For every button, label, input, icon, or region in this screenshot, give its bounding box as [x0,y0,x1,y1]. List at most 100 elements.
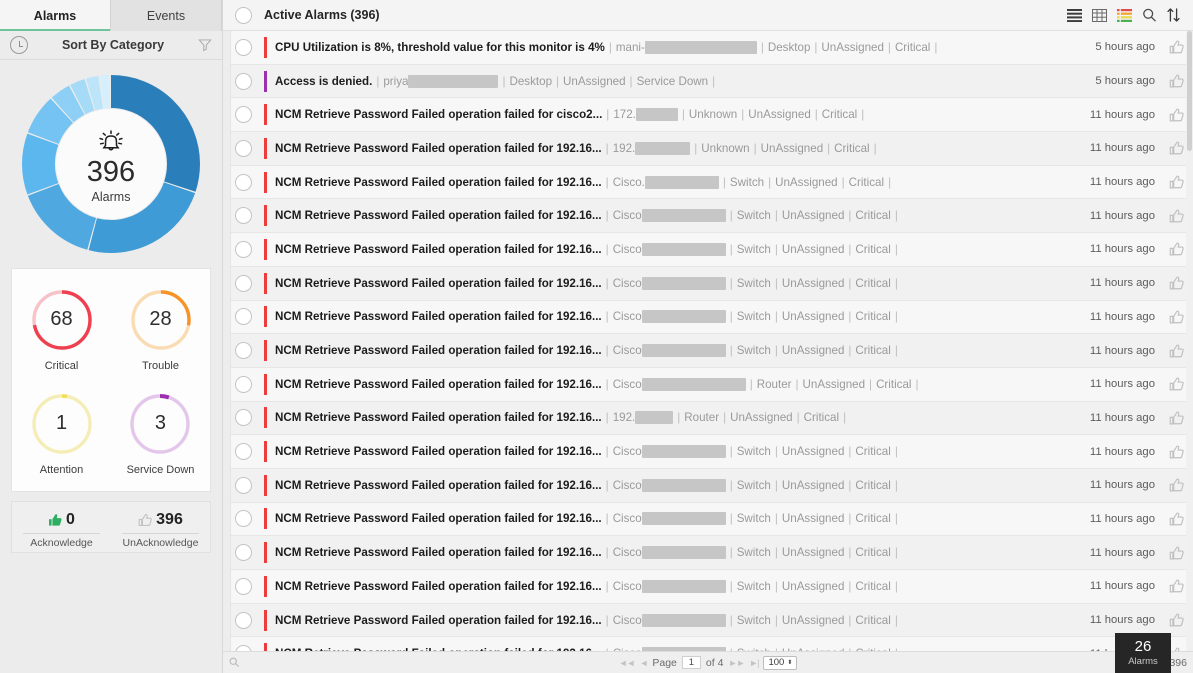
clock-icon[interactable] [10,36,28,54]
thumbs-up-outline-icon[interactable] [1169,477,1185,493]
thumbs-up-outline-icon[interactable] [1169,309,1185,325]
thumbs-up-outline-icon[interactable] [1169,511,1185,527]
page-input[interactable]: 1 [681,656,701,669]
table-row[interactable]: CPU Utilization is 8%, threshold value f… [223,31,1193,65]
gauge-trouble[interactable]: 28 Trouble [128,287,194,372]
donut-segment-3[interactable] [22,75,200,253]
thumbs-up-outline-icon[interactable] [1169,174,1185,190]
last-page-icon[interactable]: ►| [749,657,759,668]
row-select-radio[interactable] [235,510,252,528]
thumbs-up-outline-icon[interactable] [1169,275,1185,291]
separator: | [869,377,873,391]
thumbs-up-outline-icon[interactable] [1169,208,1185,224]
table-row[interactable]: NCM Retrieve Password Failed operation f… [223,334,1193,368]
donut-segment-4[interactable] [21,75,200,253]
row-select-radio[interactable] [235,544,252,562]
funnel-icon[interactable] [198,38,212,52]
next-page-icon[interactable]: ►► [728,657,745,668]
prev-page-icon[interactable]: ◄ [639,657,648,668]
thumbs-up-outline-icon[interactable] [1169,39,1185,55]
unacknowledge-cell[interactable]: 396 UnAcknowledge [111,502,210,552]
donut-segment-8[interactable] [21,74,200,253]
donut-segment-6[interactable] [22,75,200,254]
thumbs-up-outline-icon[interactable] [1169,241,1185,257]
acknowledge-cell[interactable]: 0 Acknowledge [12,502,111,552]
table-row[interactable]: NCM Retrieve Password Failed operation f… [223,233,1193,267]
donut-segment-9[interactable] [22,75,200,253]
row-select-radio[interactable] [235,173,252,191]
row-select-radio[interactable] [235,106,252,124]
separator: | [605,310,609,324]
row-select-radio[interactable] [235,409,252,427]
donut-segment-1[interactable] [22,75,200,253]
color-list-view-icon[interactable] [1117,8,1132,22]
page-size-select[interactable]: 100 ⬍ [763,655,798,670]
table-row[interactable]: NCM Retrieve Password Failed operation f… [223,468,1193,503]
row-select-radio[interactable] [235,207,252,225]
scrollbar-thumb[interactable] [1187,31,1192,151]
separator: | [681,108,685,122]
table-row[interactable]: NCM Retrieve Password Failed operation f… [223,367,1193,402]
severity-label: Critical [821,108,858,122]
row-select-radio[interactable] [235,274,252,292]
table-row[interactable]: NCM Retrieve Password Failed operation f… [223,536,1193,570]
tab-alarms[interactable]: Alarms [0,0,111,31]
thumbs-up-outline-icon[interactable] [1169,410,1185,426]
donut-segment-5[interactable] [22,75,200,253]
tab-events[interactable]: Events [111,0,222,31]
table-row[interactable]: NCM Retrieve Password Failed operation f… [223,603,1193,638]
thumbs-up-outline-icon[interactable] [1169,545,1185,561]
table-row[interactable]: NCM Retrieve Password Failed operation f… [223,132,1193,166]
row-select-radio[interactable] [235,139,252,157]
row-select-radio[interactable] [235,240,252,258]
thumbs-up-outline-icon[interactable] [1169,140,1185,156]
table-row[interactable]: NCM Retrieve Password Failed operation f… [223,401,1193,436]
donut-segment-7[interactable] [22,75,200,253]
search-icon[interactable] [1142,8,1157,22]
alarm-time: 11 hours ago [1089,614,1155,627]
donut-segment-2[interactable] [22,75,200,253]
thumbs-up-outline-icon[interactable] [1169,612,1185,628]
table-row[interactable]: NCM Retrieve Password Failed operation f… [223,98,1193,133]
alarm-list[interactable]: CPU Utilization is 8%, threshold value f… [223,31,1193,651]
gauge-service-down[interactable]: 3 Service Down [127,391,194,476]
table-row[interactable]: NCM Retrieve Password Failed operation f… [223,300,1193,335]
row-select-radio[interactable] [235,308,252,326]
table-row[interactable]: NCM Retrieve Password Failed operation f… [223,199,1193,234]
gauge-attention[interactable]: 1 Attention [29,391,95,476]
list-view-icon[interactable] [1067,8,1082,22]
list-left-gutter [223,31,231,651]
table-row[interactable]: NCM Retrieve Password Failed operation f… [223,266,1193,301]
row-select-radio[interactable] [235,375,252,393]
table-row[interactable]: Access is denied. | priya | Desktop | UnAssign… [223,64,1193,99]
thumbs-up-outline-icon[interactable] [1169,73,1185,89]
select-all-radio[interactable] [235,6,252,24]
sort-icon[interactable] [1167,8,1180,22]
row-select-radio[interactable] [235,342,252,360]
table-row[interactable]: NCM Retrieve Password Failed operation f… [223,637,1193,651]
row-select-radio[interactable] [235,577,252,595]
thumbs-up-outline-icon[interactable] [1169,376,1185,392]
table-row[interactable]: NCM Retrieve Password Failed operation f… [223,435,1193,469]
thumbs-up-outline-icon[interactable] [1169,578,1185,594]
thumbs-up-outline-icon[interactable] [1169,444,1185,460]
thumbs-up-outline-icon[interactable] [1169,107,1185,123]
separator: | [677,411,681,425]
table-row[interactable]: NCM Retrieve Password Failed operation f… [223,570,1193,604]
row-select-radio[interactable] [235,443,252,461]
first-page-icon[interactable]: ◄◄ [618,657,636,668]
table-view-icon[interactable] [1092,8,1107,22]
footer-search[interactable] [229,657,240,668]
row-select-radio[interactable] [235,611,252,629]
alarm-time: 11 hours ago [1089,546,1155,559]
thumbs-up-outline-icon[interactable] [1169,343,1185,359]
thumbs-up-outline-icon[interactable] [1169,646,1185,651]
table-row[interactable]: NCM Retrieve Password Failed operation f… [223,165,1193,200]
row-select-radio[interactable] [235,476,252,494]
table-row[interactable]: NCM Retrieve Password Failed operation f… [223,502,1193,537]
list-scrollbar[interactable] [1186,31,1193,651]
row-select-radio[interactable] [235,72,252,90]
row-select-radio[interactable] [235,38,252,56]
gauge-critical[interactable]: 68 Critical [29,287,95,372]
separator: | [894,512,898,526]
